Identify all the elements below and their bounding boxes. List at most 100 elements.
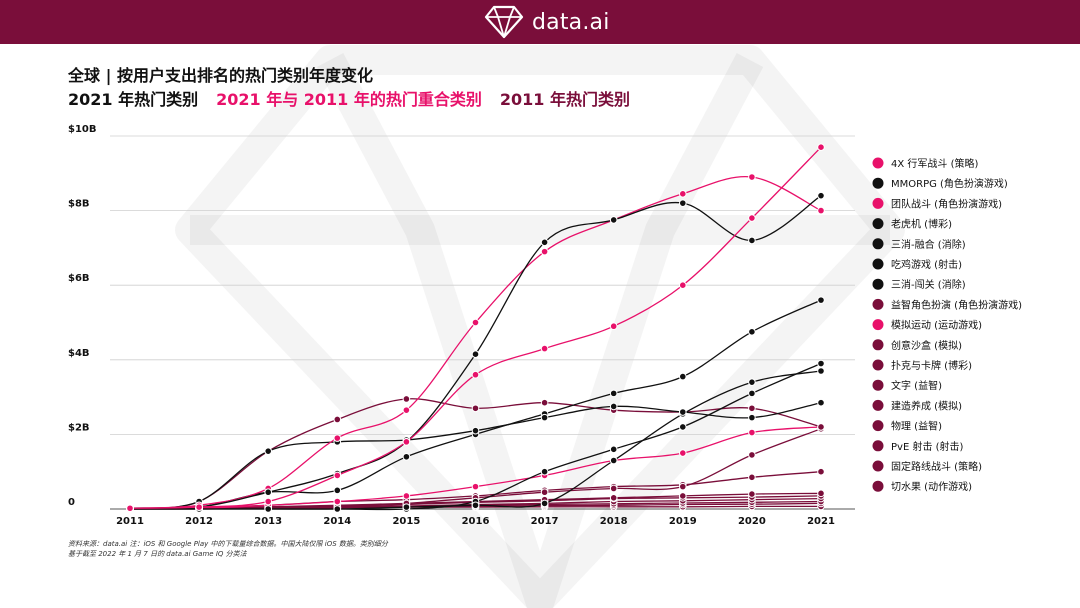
data-point (817, 191, 825, 200)
data-point (333, 497, 342, 506)
data-point (679, 199, 687, 207)
header-bar (0, 0, 1080, 44)
legend-label: 建造养成 (模拟) (891, 399, 962, 412)
data-point (402, 395, 411, 403)
data-point (333, 415, 342, 424)
data-point (471, 426, 480, 435)
data-point (679, 281, 687, 290)
data-point (748, 490, 756, 498)
data-point (402, 503, 411, 511)
legend-marker (872, 480, 884, 492)
x-tick-label: 2020 (738, 516, 766, 527)
data-point (817, 367, 825, 375)
data-point (679, 423, 687, 431)
chart-subtitle: 2021 年热门类别 2021 年与 2011 年的热门重合类别 2011 年热门类… (68, 86, 630, 110)
data-point (609, 445, 618, 454)
data-point (748, 378, 756, 386)
data-point (333, 434, 342, 442)
data-point (817, 423, 825, 431)
legend-marker (872, 218, 884, 230)
legend-marker (872, 177, 884, 189)
data-point (333, 471, 342, 480)
data-point (817, 296, 825, 304)
data-point (609, 494, 618, 502)
y-tick-label: $10B (68, 124, 97, 135)
data-point (333, 486, 342, 495)
data-point (471, 370, 480, 379)
data-point (748, 214, 756, 222)
legend-marker (872, 197, 884, 209)
brand-name: data.ai (532, 9, 610, 35)
brand-logo[interactable]: data.ai (484, 0, 610, 44)
legend-marker (872, 157, 884, 169)
data-point (471, 501, 480, 510)
data-point (402, 452, 411, 461)
series-line (129, 195, 822, 510)
data-point (402, 438, 411, 446)
label-top-2021: 2021 年热门类别 (68, 90, 199, 109)
data-point (679, 449, 687, 457)
data-point (126, 504, 134, 513)
data-point (264, 447, 273, 455)
data-point (748, 428, 756, 437)
data-point (679, 372, 687, 381)
data-point (679, 408, 687, 416)
data-point (679, 190, 687, 198)
legend-marker (872, 319, 884, 331)
series-line (129, 146, 822, 509)
legend-marker (872, 460, 884, 472)
x-tick-label: 2017 (531, 516, 559, 527)
data-point (264, 488, 273, 497)
data-point (609, 402, 618, 411)
legend-label: PvE 射击 (射击) (891, 441, 964, 453)
y-tick-label: $8B (68, 199, 90, 210)
data-point (540, 488, 549, 497)
legend-label: 老虎机 (博彩) (891, 218, 952, 231)
data-point (195, 503, 203, 511)
legend-label: 三消-闯关 (消除) (891, 278, 966, 291)
data-point (264, 505, 273, 513)
legend-marker (872, 420, 884, 432)
x-tick-label: 2018 (600, 516, 628, 527)
label-overlap: 2021 年与 2011 年的热门重合类别 (216, 90, 482, 109)
legend-label: 三消-融合 (消除) (891, 238, 966, 251)
legend-marker (872, 379, 884, 391)
x-tick-label: 2015 (392, 516, 420, 527)
data-point (540, 413, 549, 422)
data-point (817, 359, 825, 368)
y-tick-label: $6B (68, 273, 90, 284)
data-point (748, 451, 756, 459)
data-point (333, 505, 342, 513)
x-tick-label: 2019 (669, 516, 697, 527)
legend-marker (872, 440, 884, 452)
data-point (609, 456, 618, 465)
legend-label: 固定路线战斗 (策略) (891, 460, 982, 473)
x-tick-label: 2012 (185, 516, 213, 527)
legend-label: 创意沙盒 (模拟) (891, 339, 962, 352)
legend-marker (872, 238, 884, 250)
data-point (540, 467, 549, 476)
series-line (129, 175, 822, 509)
legend-marker (872, 399, 884, 411)
legend-label: 团队战斗 (角色扮演游戏) (891, 197, 1002, 210)
x-tick-label: 2014 (323, 516, 351, 527)
label-top-2011: 2011 年热门类别 (499, 90, 630, 109)
legend-label: 切水果 (动作游戏) (891, 480, 972, 493)
legend-label: 吃鸡游戏 (射击) (891, 258, 962, 271)
data-point (748, 173, 756, 181)
data-point (540, 238, 549, 247)
legend-label: 4X 行军战斗 (策略) (891, 157, 978, 170)
legend-marker (872, 359, 884, 371)
data-point (609, 389, 618, 398)
legend-label: 扑克与卡牌 (博彩) (891, 359, 972, 372)
data-point (817, 398, 825, 407)
data-point (817, 489, 825, 498)
x-tick-label: 2011 (116, 516, 144, 527)
data-point (264, 497, 273, 506)
data-point (402, 492, 411, 500)
data-point (748, 404, 756, 413)
legend-label: 模拟运动 (运动游戏) (891, 319, 982, 332)
data-point (748, 473, 756, 482)
